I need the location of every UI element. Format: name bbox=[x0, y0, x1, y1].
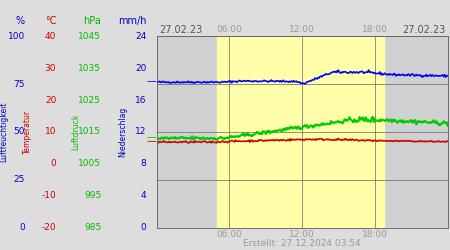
Text: 1035: 1035 bbox=[78, 64, 101, 72]
Text: —: — bbox=[146, 76, 156, 86]
Text: 1015: 1015 bbox=[78, 127, 101, 136]
Text: 1005: 1005 bbox=[78, 159, 101, 168]
Text: 20: 20 bbox=[45, 96, 56, 104]
Text: 1045: 1045 bbox=[78, 32, 101, 41]
Text: 100: 100 bbox=[8, 32, 25, 41]
Text: 1025: 1025 bbox=[78, 96, 101, 104]
Text: 30: 30 bbox=[45, 64, 56, 72]
Text: —: — bbox=[146, 136, 156, 146]
Text: Erstellt: 27.12.2024 03:54: Erstellt: 27.12.2024 03:54 bbox=[243, 238, 361, 248]
Text: -20: -20 bbox=[41, 223, 56, 232]
Text: 985: 985 bbox=[84, 223, 101, 232]
Text: Temperatur: Temperatur bbox=[23, 110, 32, 154]
Text: 8: 8 bbox=[140, 159, 146, 168]
Text: 995: 995 bbox=[84, 191, 101, 200]
Text: Luftfeuchtigkeit: Luftfeuchtigkeit bbox=[0, 102, 8, 162]
Text: hPa: hPa bbox=[83, 16, 101, 26]
Text: -10: -10 bbox=[41, 191, 56, 200]
Text: 0: 0 bbox=[140, 223, 146, 232]
Text: 25: 25 bbox=[14, 175, 25, 184]
Text: 24: 24 bbox=[135, 32, 146, 41]
Text: Niederschlag: Niederschlag bbox=[118, 107, 127, 157]
Text: 27.02.23: 27.02.23 bbox=[402, 25, 446, 35]
Bar bbox=[217, 36, 384, 228]
Text: 0: 0 bbox=[19, 223, 25, 232]
Text: 0: 0 bbox=[50, 159, 56, 168]
Text: 50: 50 bbox=[13, 127, 25, 136]
Text: 10: 10 bbox=[45, 127, 56, 136]
Text: 16: 16 bbox=[135, 96, 146, 104]
Text: °C: °C bbox=[45, 16, 56, 26]
Text: mm/h: mm/h bbox=[118, 16, 146, 26]
Text: 12: 12 bbox=[135, 127, 146, 136]
Text: 75: 75 bbox=[13, 80, 25, 88]
Text: 20: 20 bbox=[135, 64, 146, 72]
Text: 4: 4 bbox=[140, 191, 146, 200]
Text: 27.02.23: 27.02.23 bbox=[159, 25, 202, 35]
Text: —: — bbox=[146, 132, 156, 142]
Text: Luftdruck: Luftdruck bbox=[71, 114, 80, 150]
Text: %: % bbox=[16, 16, 25, 26]
Text: 40: 40 bbox=[45, 32, 56, 41]
